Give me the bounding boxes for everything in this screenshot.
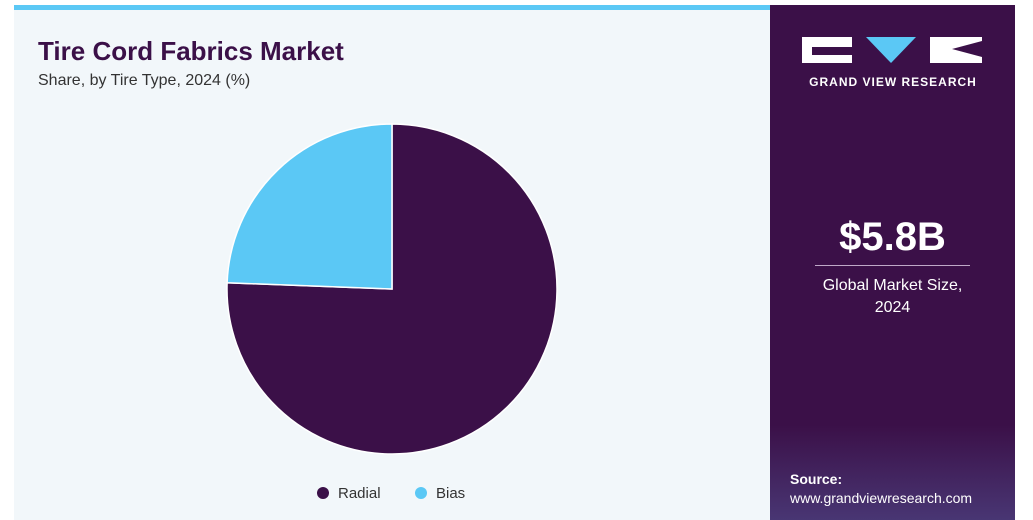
side-panel: GRAND VIEW RESEARCH $5.8B Global Market … <box>770 5 1015 520</box>
legend-label: Bias <box>436 485 465 502</box>
chart-title: Tire Cord Fabrics Market <box>38 36 344 66</box>
chart-card: Radial Bias Tire Cord Fabrics Market Shar… <box>14 5 770 520</box>
brand-name: GRAND VIEW RESEARCH <box>809 75 977 89</box>
source-url: www.grandviewresearch.com <box>790 490 973 506</box>
logo <box>802 37 982 63</box>
legend-swatch <box>317 487 329 499</box>
chart: Radial Bias <box>226 123 558 502</box>
market-size-label: Global Market Size, 2024 <box>822 277 963 316</box>
legend-swatch <box>415 487 427 499</box>
chart-subtitle: Share, by Tire Type, 2024 (%) <box>38 72 251 89</box>
pie-slice <box>226 123 393 290</box>
pie-slice <box>226 123 558 455</box>
page: Radial Bias Tire Cord Fabrics Market Shar… <box>14 5 1015 520</box>
background-pattern <box>770 425 1015 520</box>
legend-label: Radial <box>338 485 381 502</box>
divider <box>815 265 970 266</box>
source-label: Source: <box>790 471 843 487</box>
market-size: $5.8B <box>839 215 946 259</box>
